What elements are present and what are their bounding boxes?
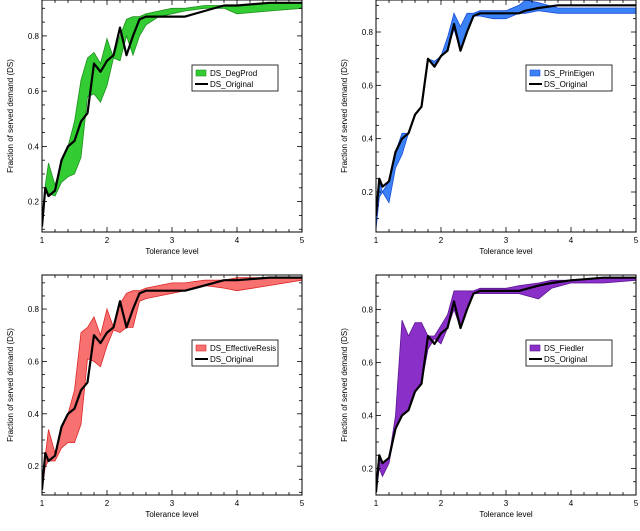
y-tick-label: 0.4 — [28, 410, 40, 419]
legend: DS_DegProd DS_Original — [191, 64, 279, 92]
chart-panel-2: 1 2 3 4 5 0.2 0.4 0.6 0.8 Tolerance level Fraction… — [340, 0, 639, 256]
x-tick-label: 1 — [374, 499, 379, 508]
legend-label: DS_Original — [544, 80, 587, 89]
x-tick-label: 2 — [105, 236, 110, 245]
x-axis-label: Tolerance level — [479, 510, 533, 519]
y-tick-label: 0.8 — [28, 305, 40, 314]
x-tick-label: 3 — [170, 499, 175, 508]
x-tick-label: 2 — [105, 499, 110, 508]
legend-swatch-band — [195, 69, 207, 77]
series-line-DS_Original — [376, 276, 636, 493]
plot-area — [42, 276, 302, 490]
plot-area — [376, 276, 636, 493]
x-tick-label: 5 — [300, 236, 305, 245]
y-tick-label: 0.6 — [28, 87, 40, 96]
y-tick-label: 0.2 — [362, 188, 374, 197]
legend-box — [191, 64, 279, 92]
y-axis-label: Fraction of served demand (DS) — [340, 59, 349, 173]
x-axis-label: Tolerance level — [479, 247, 533, 256]
x-tick-label: 3 — [504, 236, 509, 245]
legend-label: DS_Original — [544, 355, 587, 364]
chart-panel-3: 1 2 3 4 5 0.2 0.4 0.6 0.8 Tolerance level Fraction… — [6, 274, 305, 519]
legend: DS_Fiedler DS_Original — [525, 339, 613, 367]
y-tick-label: 0.6 — [28, 357, 40, 366]
y-tick-label: 0.4 — [28, 142, 40, 151]
x-tick-label: 5 — [300, 499, 305, 508]
x-tick-label: 2 — [439, 236, 444, 245]
series-line-DS_Original — [42, 1, 302, 227]
y-axis-label: Fraction of served demand (DS) — [6, 328, 15, 442]
y-tick-label: 0.4 — [362, 135, 374, 144]
legend-label: DS_Original — [210, 355, 253, 364]
y-tick-label: 0.8 — [362, 28, 374, 37]
y-axis-label: Fraction of served demand (DS) — [340, 328, 349, 442]
y-tick-label: 0.8 — [28, 32, 40, 41]
chart-panel-1: 1 2 3 4 5 0.2 0.4 0.6 0.8 Tolerance level Fraction… — [6, 0, 305, 256]
y-tick-label: 0.6 — [362, 81, 374, 90]
y-tick-label: 0.2 — [362, 464, 374, 473]
x-tick-label: 5 — [634, 499, 639, 508]
legend-swatch-band — [529, 69, 541, 77]
legend-label: DS_Original — [210, 80, 253, 89]
x-tick-label: 4 — [235, 236, 240, 245]
x-tick-label: 5 — [634, 236, 639, 245]
y-axis-label: Fraction of served demand (DS) — [6, 59, 15, 173]
x-tick-label: 3 — [504, 499, 509, 508]
y-tick-label: 0.8 — [362, 305, 374, 314]
x-axis-label: Tolerance level — [145, 247, 199, 256]
x-tick-label: 4 — [235, 499, 240, 508]
series-band-DS_EffectiveResis — [42, 277, 302, 490]
x-axis-label: Tolerance level — [145, 510, 199, 519]
legend-label: DS_DegProd — [210, 69, 257, 78]
x-tick-label: 3 — [170, 236, 175, 245]
legend-swatch-band — [195, 344, 207, 352]
legend-label: DS_PrinEigen — [544, 69, 594, 78]
x-tick-label: 1 — [40, 236, 45, 245]
y-tick-label: 0.2 — [28, 462, 40, 471]
series-band-DS_DegProd — [42, 2, 302, 230]
plot-area — [376, 0, 636, 230]
series-line-DS_Original — [42, 276, 302, 490]
legend-label: DS_Fiedler — [544, 344, 584, 353]
series-band-DS_Fiedler — [376, 277, 636, 493]
legend-box — [525, 64, 613, 92]
legend-label: DS_EffectiveResis — [210, 344, 276, 353]
legend: DS_EffectiveResis DS_Original — [191, 339, 279, 367]
legend: DS_PrinEigen DS_Original — [525, 64, 613, 92]
chart-panel-4: 1 2 3 4 5 0.2 0.4 0.6 0.8 Tolerance level Fraction… — [340, 274, 639, 519]
plot-area — [42, 1, 302, 230]
legend-box — [525, 339, 613, 367]
x-tick-label: 1 — [374, 236, 379, 245]
y-tick-label: 0.6 — [362, 358, 374, 367]
x-tick-label: 1 — [40, 499, 45, 508]
x-tick-label: 4 — [569, 236, 574, 245]
x-tick-label: 2 — [439, 499, 444, 508]
y-tick-label: 0.4 — [362, 411, 374, 420]
legend-box — [191, 339, 279, 367]
x-tick-label: 4 — [569, 499, 574, 508]
series-line-DS_Original — [376, 4, 636, 217]
legend-swatch-band — [529, 344, 541, 352]
y-tick-label: 0.2 — [28, 198, 40, 207]
